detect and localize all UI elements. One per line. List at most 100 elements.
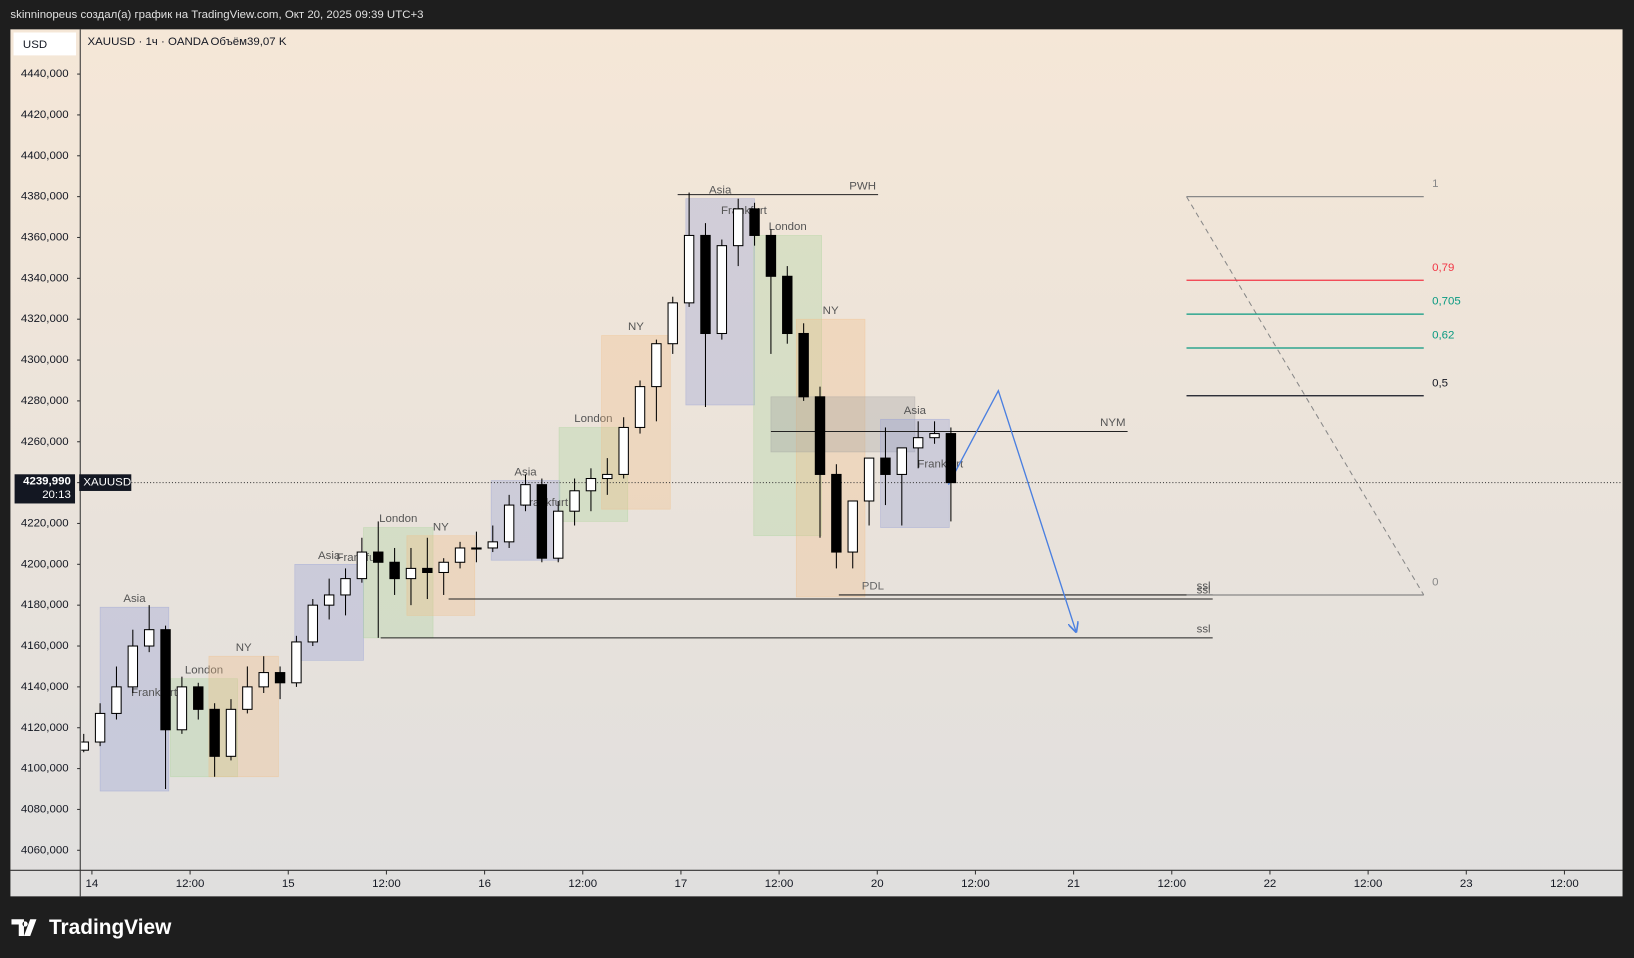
y-tick-label: 4200,000: [21, 558, 69, 570]
projection-path: [947, 388, 1076, 632]
x-tick-label: 14: [86, 878, 99, 890]
y-tick-label: 4120,000: [21, 722, 69, 734]
candle-body: [340, 578, 351, 596]
candle-body: [667, 302, 678, 345]
candle-body: [569, 490, 580, 512]
price-tag-value: 4239,990: [23, 476, 71, 488]
candle-body: [307, 604, 319, 643]
candle-body: [520, 484, 531, 506]
logo: TradingView: [11, 916, 172, 939]
candle-body: [765, 234, 777, 277]
candle-body: [618, 426, 629, 475]
candle-body: [863, 457, 875, 502]
candle-body: [782, 275, 793, 335]
y-tick-label: 4140,000: [21, 681, 69, 693]
candle-body: [651, 343, 662, 388]
session-label: London: [379, 513, 417, 525]
y-tick-label: 4440,000: [21, 68, 69, 80]
candle-body: [242, 686, 253, 710]
y-tick-label: 4060,000: [21, 844, 69, 856]
session-box: [770, 396, 916, 453]
x-tick-label: 12:00: [1354, 878, 1383, 890]
candle-body: [831, 473, 842, 553]
session-label: London: [574, 413, 612, 425]
candle-body: [716, 245, 728, 335]
candle-body: [389, 561, 400, 580]
y-tick-label: 4100,000: [21, 763, 69, 775]
candle-body: [81, 741, 89, 751]
y-tick-label: 4420,000: [21, 109, 69, 121]
candle-body: [798, 332, 809, 398]
candle-body: [814, 396, 826, 475]
candle-body: [700, 234, 711, 335]
session-label: NY: [823, 305, 839, 317]
x-tick-label: 17: [675, 878, 688, 890]
level-end-label: ssl: [1197, 581, 1211, 593]
session-label: Asia: [514, 466, 537, 478]
fib-label: 1: [1432, 178, 1438, 190]
x-tick-label: 12:00: [1550, 878, 1579, 890]
session-label: London: [185, 664, 223, 676]
candle-body: [503, 504, 515, 543]
y-tick-label: 4180,000: [21, 599, 69, 611]
level-end-label: PWH: [849, 180, 876, 192]
candle-body: [585, 477, 597, 492]
session-label: London: [769, 221, 807, 233]
candle-body: [683, 234, 695, 304]
session-label: NY: [236, 642, 252, 654]
x-tick-label: 12:00: [961, 878, 990, 890]
symbol-tag-text: XAUUSD: [83, 477, 131, 489]
candle-body: [602, 473, 613, 480]
session-label: Asia: [318, 550, 341, 562]
y-tick-label: 4160,000: [21, 640, 69, 652]
x-tick-label: 12:00: [1157, 878, 1186, 890]
candle-body: [847, 500, 858, 553]
candle-body: [373, 551, 384, 563]
level-end-label: ssl: [1197, 585, 1211, 597]
axes: 4060,000 4080,000 4100,000 4120,000 4140,000…: [14, 68, 1579, 890]
candle-body: [274, 672, 286, 684]
x-tick-label: 12:00: [568, 878, 597, 890]
candle-body: [553, 510, 564, 559]
brand: TradingView: [49, 916, 172, 939]
symbol-tag: [79, 474, 132, 491]
candle-body: [291, 641, 302, 684]
volume-legend: Объём39,07 K: [211, 36, 287, 48]
x-tick-label: 23: [1460, 878, 1473, 890]
y-tick-label: 4360,000: [21, 232, 69, 244]
candle-body: [160, 629, 171, 731]
candle-body: [487, 541, 498, 549]
fib-label: 0,62: [1432, 330, 1454, 342]
plot-area: Asia London NY Asia London NY Asia London NY Asia…: [81, 178, 1623, 792]
price-tag: [14, 474, 76, 504]
x-tick-label: 12:00: [176, 878, 205, 890]
x-tick-label: 22: [1264, 878, 1277, 890]
y-tick-label: 4280,000: [21, 395, 69, 407]
y-tick-label: 4380,000: [21, 191, 69, 203]
candle-body: [356, 551, 368, 580]
candle-body: [143, 629, 155, 647]
currency[interactable]: USD: [23, 39, 47, 51]
price-tag-countdown: 20:13: [42, 489, 71, 501]
candle-body: [896, 447, 908, 475]
level-end-label: ssl: [1197, 624, 1211, 636]
y-tick-label: 4220,000: [21, 517, 69, 529]
y-tick-label: 4320,000: [21, 313, 69, 325]
fib-trend: [1186, 196, 1425, 596]
candle-body: [422, 567, 433, 574]
fib-label: 0: [1432, 576, 1438, 588]
x-tick-label: 15: [282, 878, 295, 890]
candle-body: [945, 433, 957, 484]
candle-body: [536, 484, 548, 559]
y-tick-label: 4260,000: [21, 436, 69, 448]
currency-button[interactable]: [13, 32, 77, 56]
session-note: Frankfurt: [721, 205, 768, 217]
candle-body: [225, 708, 237, 757]
x-tick-label: 21: [1067, 878, 1080, 890]
candle-body: [323, 594, 335, 606]
candle-body: [912, 437, 924, 449]
candle-body: [732, 208, 744, 247]
candle-body: [929, 433, 940, 439]
candle-body: [634, 386, 646, 428]
session-label: NY: [628, 321, 644, 333]
